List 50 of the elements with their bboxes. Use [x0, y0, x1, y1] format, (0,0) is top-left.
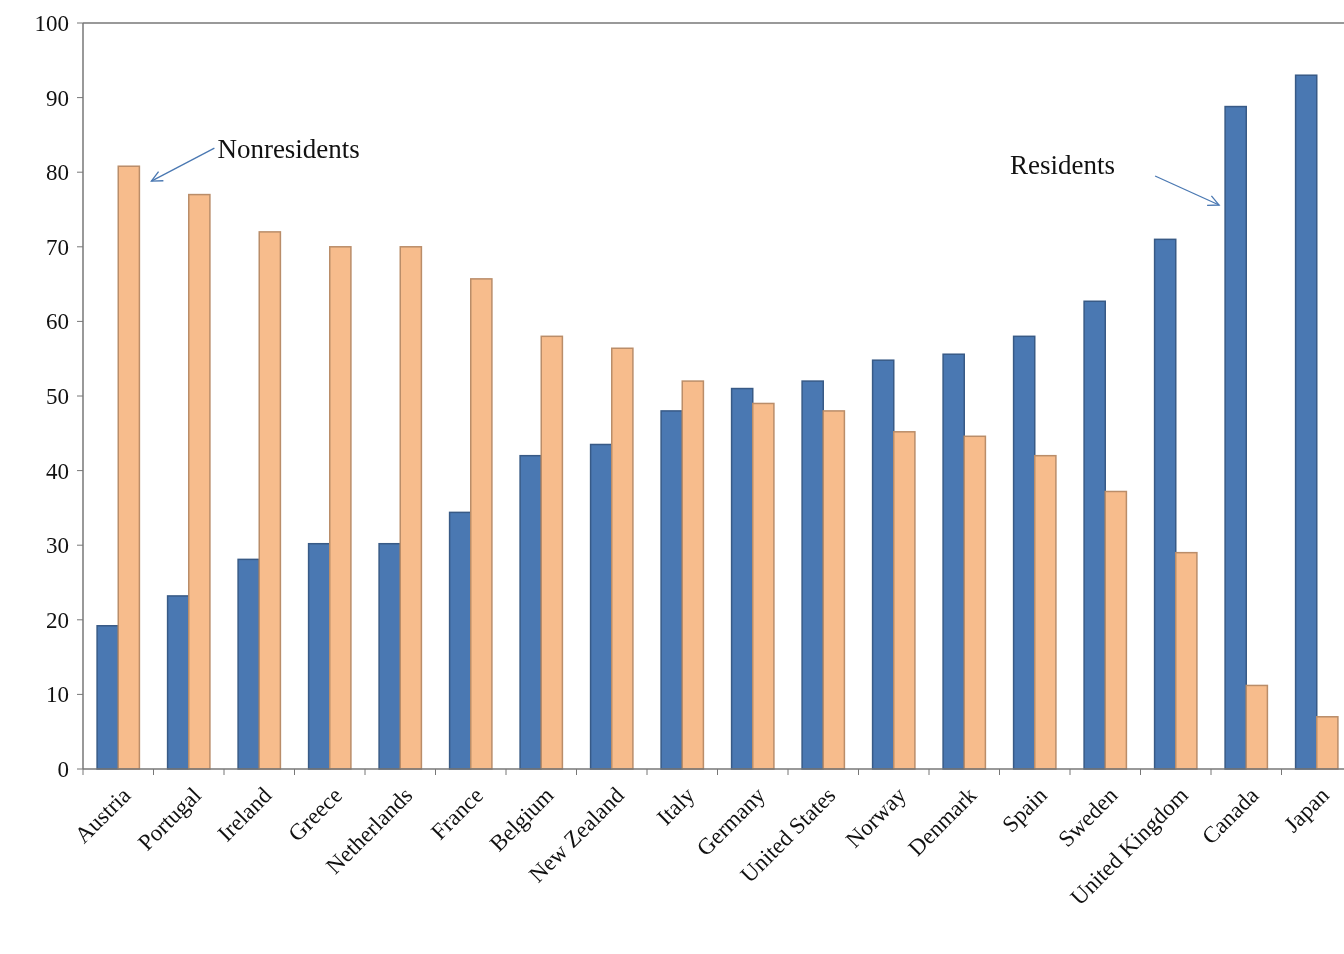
- bar: [166, 595, 190, 770]
- bar: [307, 542, 331, 770]
- bar: [96, 625, 119, 770]
- bar: [1316, 716, 1339, 770]
- bar: [378, 542, 401, 770]
- y-tick-label: 0: [57, 757, 69, 783]
- bar: [1245, 684, 1269, 770]
- bar: [1083, 300, 1106, 770]
- bar: [963, 435, 987, 770]
- y-tick-label: 70: [46, 234, 69, 260]
- bar: [237, 558, 260, 770]
- bar: [470, 278, 493, 770]
- bar: [752, 402, 775, 770]
- bar: [1175, 551, 1198, 770]
- bar: [1153, 238, 1177, 770]
- bar: [730, 387, 754, 770]
- y-tick-label: 40: [46, 458, 69, 484]
- bar: [1224, 105, 1247, 770]
- bar: [893, 431, 916, 770]
- bar: [1034, 454, 1057, 770]
- y-tick-label: 100: [34, 11, 69, 37]
- bar: [801, 380, 824, 770]
- bar: [448, 511, 472, 770]
- x-tick-label: Italy: [651, 782, 700, 831]
- bar: [589, 443, 613, 770]
- y-tick-label: 10: [46, 682, 69, 708]
- bar: [540, 335, 564, 770]
- bar: [188, 193, 211, 770]
- annotation: Residents: [1010, 150, 1116, 181]
- bar: [329, 246, 352, 770]
- bar: [117, 165, 141, 770]
- bar: [1104, 490, 1128, 770]
- bar: [1012, 335, 1036, 770]
- bar: [681, 380, 705, 770]
- bar: [258, 231, 282, 770]
- bar: [871, 359, 895, 770]
- y-tick-label: 50: [46, 384, 69, 410]
- y-tick-label: 90: [46, 85, 69, 111]
- bar: [399, 246, 423, 770]
- bar: [1294, 74, 1318, 770]
- bar: [942, 353, 965, 770]
- bar: [611, 347, 634, 770]
- y-tick-label: 80: [46, 160, 69, 186]
- bar: [519, 454, 542, 770]
- annotation: Nonresidents: [217, 133, 360, 164]
- bar: [822, 410, 846, 770]
- y-tick-label: 30: [46, 533, 69, 559]
- y-tick-label: 60: [46, 309, 69, 335]
- bar: [660, 410, 683, 770]
- y-tick-label: 20: [46, 607, 69, 633]
